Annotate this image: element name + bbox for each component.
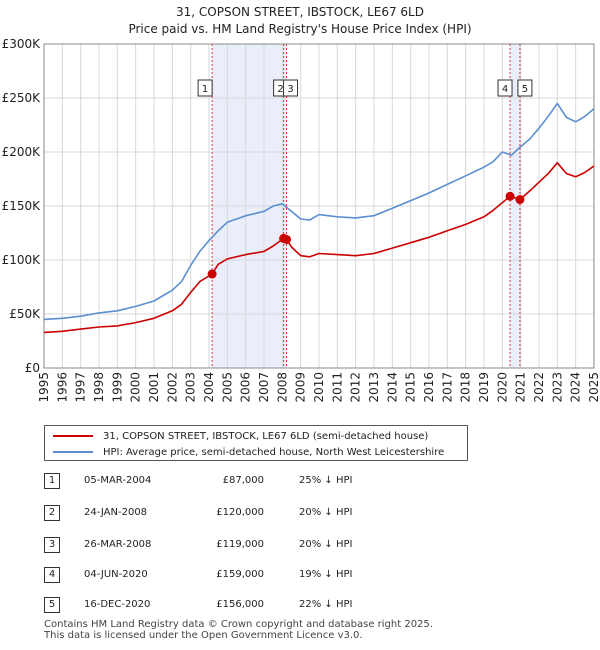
y-tick-label: £0 (25, 361, 40, 375)
legend-label-hpi: HPI: Average price, semi-detached house,… (103, 446, 445, 458)
sale-label-number: 2 (277, 84, 283, 95)
y-tick-label: £100K (2, 253, 42, 267)
x-tick-label: 2015 (404, 372, 418, 403)
sale-number-badge: 2 (44, 505, 60, 521)
sale-number-badge: 5 (44, 597, 60, 613)
legend-label-property: 31, COPSON STREET, IBSTOCK, LE67 6LD (se… (103, 430, 429, 442)
sale-hpi-diff: 25% ↓ HPI (299, 475, 353, 486)
x-tick-label: 2023 (550, 372, 564, 403)
x-tick-label: 2003 (184, 372, 198, 403)
legend-swatch-hpi (53, 451, 93, 453)
y-tick-label: £200K (2, 145, 42, 159)
sale-price: £87,000 (222, 475, 264, 486)
chart-subtitle: Price paid vs. HM Land Registry's House … (128, 22, 472, 36)
x-tick-label: 2018 (459, 372, 473, 403)
footer-attribution: Contains HM Land Registry data © Crown c… (44, 619, 584, 641)
x-tick-label: 2014 (385, 372, 399, 403)
sale-label-box (497, 79, 513, 97)
sale-label-box (283, 79, 299, 97)
sale-date: 16-DEC-2020 (84, 599, 151, 610)
sale-hpi-diff: 22% ↓ HPI (299, 599, 353, 610)
sale-label-box (517, 79, 533, 97)
sale-label-number: 4 (502, 84, 508, 95)
footer-line-2: This data is licensed under the Open Gov… (44, 630, 363, 641)
x-tick-label: 2017 (440, 372, 454, 403)
table-row: 1 05-MAR-2004 £87,000 25% ↓ HPI (44, 472, 444, 492)
table-row: 4 04-JUN-2020 £159,000 19% ↓ HPI (44, 566, 444, 586)
sale-hpi-diff: 19% ↓ HPI (299, 569, 353, 580)
x-tick-label: 2011 (330, 372, 344, 403)
sale-date: 24-JAN-2008 (84, 507, 148, 518)
sale-price: £119,000 (216, 539, 264, 550)
sale-price: £156,000 (216, 599, 264, 610)
sale-hpi-diff: 20% ↓ HPI (299, 507, 353, 518)
sale-label-number: 3 (287, 84, 293, 95)
x-tick-label: 2005 (220, 372, 234, 403)
x-tick-label: 2019 (477, 372, 491, 403)
price-chart: £0 £50K £100K £150K £200K £250K £300K 1995 1996 1… (2, 37, 600, 403)
x-tick-label: 2010 (312, 372, 326, 403)
x-tick-label: 1995 (37, 372, 51, 403)
x-tick-label: 2008 (275, 372, 289, 403)
property-price-line (43, 162, 595, 334)
sale-number-badge: 3 (44, 537, 60, 553)
x-tick-label: 2009 (294, 372, 308, 403)
chart-title: 31, COPSON STREET, IBSTOCK, LE67 6LD (176, 5, 424, 19)
chart-title-block: 31, COPSON STREET, IBSTOCK, LE67 6LD Pri… (0, 4, 600, 38)
hpi-line (43, 102, 595, 321)
sale-label-box (197, 79, 213, 97)
table-row: 2 24-JAN-2008 £120,000 20% ↓ HPI (44, 504, 444, 524)
x-tick-label: 1997 (74, 372, 88, 403)
x-tick-label: 2012 (349, 372, 363, 403)
x-tick-label: 1996 (55, 372, 69, 403)
sale-hpi-diff: 20% ↓ HPI (299, 539, 353, 550)
x-tick-label: 2022 (532, 372, 546, 403)
sale-label-number: 5 (522, 84, 528, 95)
footer-line-1: Contains HM Land Registry data © Crown c… (44, 619, 433, 630)
legend-swatch-property (53, 435, 93, 437)
x-tick-label: 2024 (569, 372, 583, 403)
sale-point (207, 269, 217, 279)
x-tick-label: 1999 (110, 372, 124, 403)
x-tick-label: 2020 (495, 372, 509, 403)
x-tick-label: 2013 (367, 372, 381, 403)
x-tick-label: 1998 (92, 372, 106, 403)
table-row: 3 26-MAR-2008 £119,000 20% ↓ HPI (44, 536, 444, 556)
sale-date: 05-MAR-2004 (84, 475, 152, 486)
sale-label-number: 1 (202, 84, 208, 95)
sale-number-badge: 4 (44, 567, 60, 583)
y-tick-label: £50K (9, 307, 41, 321)
x-tick-label: 2002 (165, 372, 179, 403)
table-row: 5 16-DEC-2020 £156,000 22% ↓ HPI (44, 596, 444, 616)
legend-item-property: 31, COPSON STREET, IBSTOCK, LE67 6LD (se… (53, 428, 428, 444)
x-tick-label: 2004 (202, 372, 216, 403)
x-tick-label: 2025 (587, 372, 600, 403)
plot-frame (43, 43, 595, 369)
sale-date: 04-JUN-2020 (84, 569, 148, 580)
chart-legend: 31, COPSON STREET, IBSTOCK, LE67 6LD (se… (44, 425, 468, 461)
y-tick-label: £150K (2, 199, 42, 213)
sale-price: £159,000 (216, 569, 264, 580)
x-tick-label: 2006 (239, 372, 253, 403)
legend-item-hpi: HPI: Average price, semi-detached house,… (53, 444, 444, 460)
x-tick-label: 2001 (147, 372, 161, 403)
sale-price: £120,000 (216, 507, 264, 518)
x-tick-label: 2016 (422, 372, 436, 403)
sale-point (282, 234, 292, 244)
y-tick-label: £300K (2, 37, 42, 51)
x-tick-label: 2000 (129, 372, 143, 403)
sale-date: 26-MAR-2008 (84, 539, 152, 550)
y-tick-label: £250K (2, 91, 42, 105)
sale-point (515, 195, 525, 205)
x-tick-label: 2007 (257, 372, 271, 403)
sale-number-badge: 1 (44, 473, 60, 489)
x-tick-label: 2021 (514, 372, 528, 403)
sale-point (505, 191, 515, 201)
